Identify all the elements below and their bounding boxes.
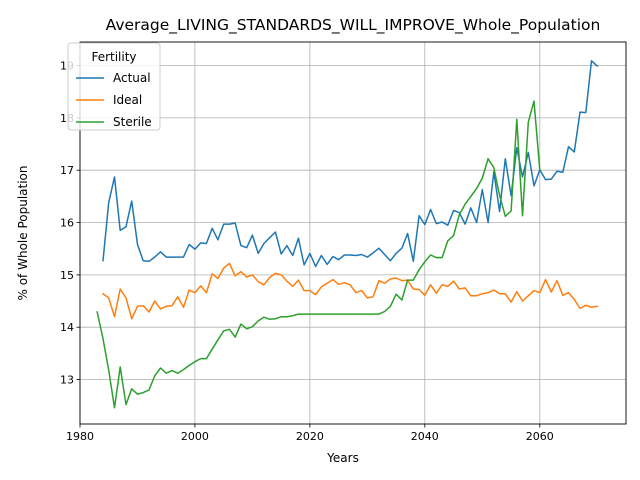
y-axis-label: % of Whole Population (16, 166, 30, 301)
x-axis-label: Years (326, 451, 359, 465)
x-tick-label: 2020 (296, 430, 324, 443)
y-tick-label: 16 (60, 217, 74, 230)
x-axis-ticks: 1980 2000 2020 2040 2060 (66, 424, 554, 443)
chart-title: Average_LIVING_STANDARDS_WILL_IMPROVE_Wh… (106, 16, 601, 35)
x-tick-label: 2060 (526, 430, 554, 443)
x-tick-label: 1980 (66, 430, 94, 443)
plot-area-frame (79, 41, 627, 425)
y-tick-label: 17 (60, 164, 74, 177)
legend-label-sterile: Sterile (113, 115, 152, 129)
series-line-actual (102, 60, 599, 268)
legend-entries: Actual Ideal Sterile (76, 71, 152, 129)
y-tick-label: 14 (60, 321, 74, 334)
legend-title: Fertility (91, 50, 136, 64)
series-line-ideal (101, 262, 599, 320)
y-tick-label: 15 (60, 269, 74, 282)
x-tick-label: 2000 (181, 430, 209, 443)
grid (79, 42, 626, 424)
legend: Fertility Actual Ideal Sterile (67, 42, 161, 131)
legend-label-actual: Actual (113, 71, 151, 85)
legend-label-ideal: Ideal (113, 93, 142, 107)
plot-series (96, 60, 599, 409)
legend-box (67, 42, 161, 131)
series-line-sterile (96, 100, 541, 409)
x-tick-label: 2040 (411, 430, 439, 443)
y-tick-label: 13 (60, 374, 74, 387)
